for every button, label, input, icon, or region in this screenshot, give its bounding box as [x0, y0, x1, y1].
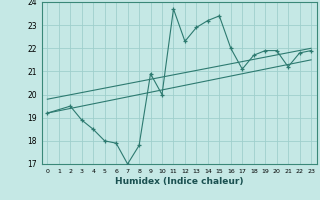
X-axis label: Humidex (Indice chaleur): Humidex (Indice chaleur) [115, 177, 244, 186]
